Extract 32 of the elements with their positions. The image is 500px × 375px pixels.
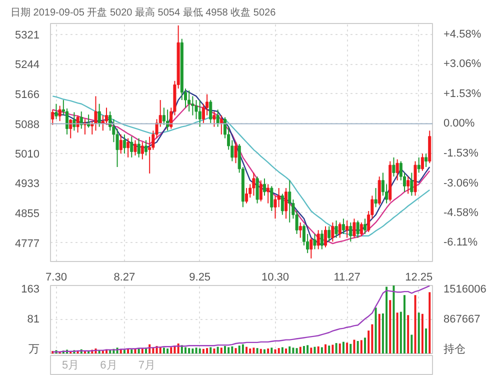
x-tick-label: 7.30	[46, 272, 67, 284]
x-tick-label: 11.27	[334, 272, 360, 284]
y2-tick-label: -1.53%	[444, 147, 479, 160]
y2-tick-label: -6.11%	[444, 236, 478, 249]
chart-title: 日期 2019-09-05 开盘 5020 最高 5054 最低 4958 收盘 5026	[10, 6, 276, 18]
text: 5月	[62, 360, 80, 372]
x-tick-label: 8.27	[114, 272, 136, 284]
y-tick-label: 5321	[15, 30, 40, 42]
y2-tick-label: +3.06%	[444, 58, 482, 70]
text: 6月	[100, 360, 118, 372]
y-tick-label: 5166	[15, 88, 40, 101]
y2-tick-label: 0.00%	[444, 118, 475, 130]
text: 7月	[138, 360, 156, 372]
y-tick-label: 4777	[15, 238, 40, 250]
y2-tick-label: 867667	[444, 314, 480, 326]
y2-tick-label: -4.58%	[444, 206, 479, 219]
y2-tick-label: +4.58%	[444, 28, 482, 41]
y2-tick-label: +1.53%	[444, 88, 482, 100]
y-tick-label: 万	[28, 344, 40, 356]
y-tick-label: 4855	[15, 208, 40, 220]
y2-tick-label: -3.06%	[444, 177, 479, 190]
y2-tick-label: 持仓	[444, 344, 466, 356]
y-tick-label: 5244	[15, 59, 40, 72]
y-tick-label: 163	[21, 284, 40, 296]
x-tick-label: 12.25	[405, 272, 433, 284]
y-tick-label: 4933	[15, 178, 40, 190]
y2-tick-label: 1516006	[444, 284, 486, 296]
y-tick-label: 81	[27, 314, 40, 326]
x-tick-label: 10.30	[261, 272, 290, 284]
y-tick-label: 5088	[15, 118, 40, 131]
y-tick-label: 5010	[15, 148, 40, 161]
x-tick-label: 9.25	[189, 272, 211, 284]
